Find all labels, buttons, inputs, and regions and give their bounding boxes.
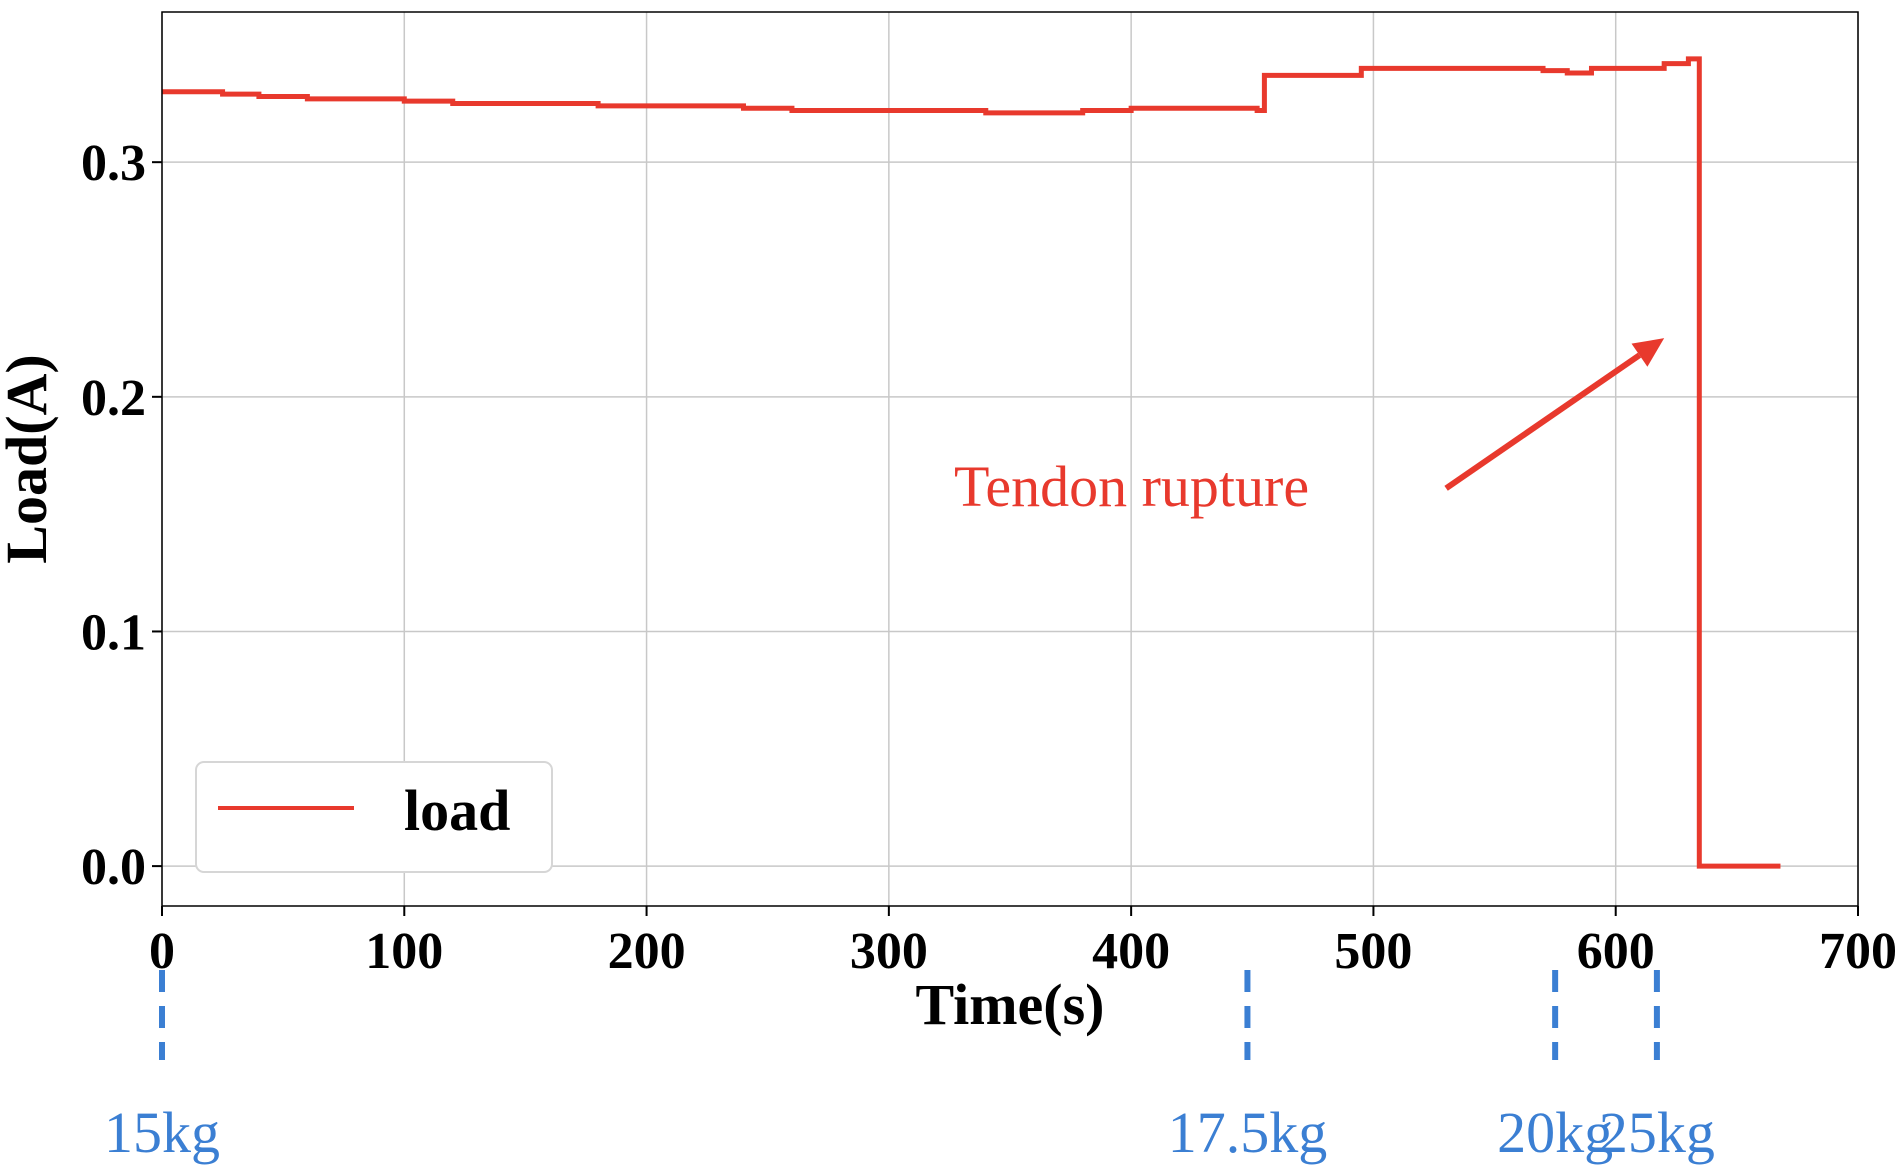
load-marker-label: 25kg — [1599, 1100, 1715, 1165]
data-point — [258, 96, 259, 97]
data-point — [1264, 75, 1265, 76]
load-marker-label: 20kg — [1497, 1100, 1613, 1165]
data-point — [1361, 68, 1362, 69]
x-tick-label: 500 — [1334, 923, 1412, 980]
data-point — [186, 91, 187, 92]
data-point — [791, 110, 792, 111]
data-point — [1591, 68, 1592, 69]
annotation-arrow — [1444, 352, 1642, 491]
legend-box — [195, 761, 553, 873]
data-point — [1397, 68, 1398, 69]
data-point — [695, 105, 696, 106]
x-tick-label: 200 — [608, 923, 686, 980]
data-point — [1494, 68, 1495, 69]
data-point — [452, 103, 453, 104]
data-point — [307, 98, 308, 99]
data-point — [1699, 866, 1700, 867]
y-axis: 0.0 0.1 0.2 0.3 — [81, 135, 162, 896]
y-axis-title: Load(A) — [0, 354, 59, 563]
data-point — [1324, 75, 1325, 76]
data-point — [1780, 866, 1781, 867]
series-line-load — [162, 56, 1781, 869]
x-tick-label: 600 — [1577, 923, 1655, 980]
data-point — [404, 101, 405, 102]
data-point — [1698, 58, 1699, 59]
x-tick-label: 400 — [1092, 923, 1170, 980]
legend: load — [195, 761, 553, 873]
data-point — [1615, 68, 1616, 69]
data-point — [1257, 110, 1258, 111]
data-point — [1446, 68, 1447, 69]
y-tick-label: 0.0 — [81, 839, 146, 896]
data-point — [1034, 112, 1035, 113]
data-point — [1300, 75, 1301, 76]
series-layer — [162, 56, 1781, 869]
data-point — [937, 110, 938, 111]
plot-frame — [161, 11, 1859, 907]
data-point — [1349, 75, 1350, 76]
y-tick-label: 0.3 — [81, 135, 146, 192]
data-point — [355, 98, 356, 99]
data-point — [888, 110, 889, 111]
data-point — [1736, 866, 1737, 867]
annotation-arrowhead — [1631, 338, 1665, 367]
data-point — [1543, 70, 1544, 71]
x-tick-label: 700 — [1819, 923, 1897, 980]
data-point — [1179, 108, 1180, 109]
data-point — [985, 112, 986, 113]
grid-lines — [161, 12, 1859, 906]
x-tick-label: 300 — [850, 923, 928, 980]
x-axis: 0 100 200 300 400 500 600 700 — [149, 906, 1897, 980]
x-axis-title: Time(s) — [915, 972, 1104, 1037]
load-marker-label: 17.5kg — [1168, 1100, 1328, 1165]
data-point — [1131, 108, 1132, 109]
y-tick-label: 0.2 — [81, 370, 146, 427]
annotation-text: Tendon rupture — [954, 454, 1309, 519]
data-point — [525, 103, 526, 104]
x-tick-label: 100 — [365, 923, 443, 980]
data-point — [1567, 73, 1568, 74]
data-point — [1228, 108, 1229, 109]
data-point — [1082, 110, 1083, 111]
load-marker-label: 15kg — [104, 1100, 220, 1165]
data-point — [1664, 63, 1665, 64]
y-tick-label: 0.1 — [81, 604, 146, 661]
data-point — [222, 94, 223, 95]
data-point — [840, 110, 841, 111]
data-point — [1688, 58, 1689, 59]
data-point — [646, 105, 647, 106]
annotation-tendon-rupture: Tendon rupture — [954, 338, 1665, 519]
data-point — [598, 105, 599, 106]
legend-label-load: load — [404, 778, 510, 843]
data-point — [743, 108, 744, 109]
